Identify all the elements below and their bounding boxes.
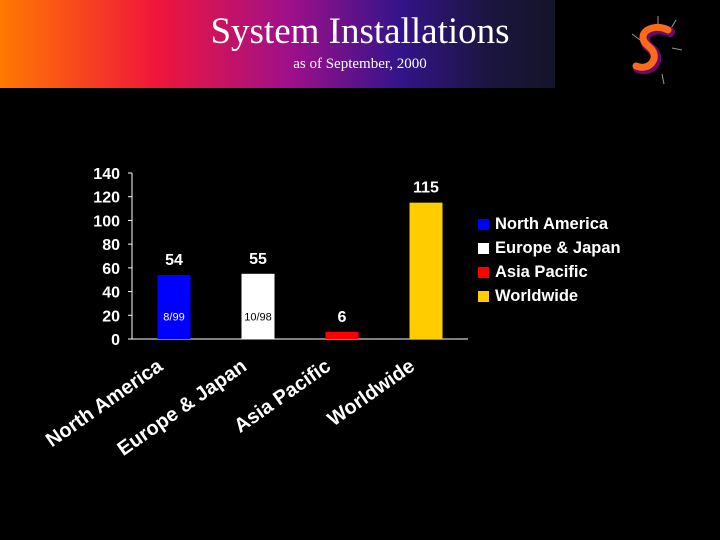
x-tick-label: Worldwide bbox=[324, 355, 419, 431]
legend-item-europe-japan: Europe & Japan bbox=[478, 236, 621, 260]
page-subtitle: as of September, 2000 bbox=[293, 56, 427, 72]
bar-value-label: 55 bbox=[249, 251, 267, 268]
bar bbox=[325, 331, 359, 339]
y-tick-label: 40 bbox=[102, 285, 120, 302]
y-tick-label: 80 bbox=[102, 237, 120, 254]
y-tick-label: 60 bbox=[102, 261, 120, 278]
legend-item-worldwide: Worldwide bbox=[478, 284, 621, 308]
bar bbox=[241, 273, 275, 339]
y-axis-ticks: 0 20 40 60 80 100 120 140 bbox=[93, 166, 132, 349]
bar bbox=[409, 202, 443, 339]
legend-swatch bbox=[478, 266, 489, 278]
bars: 54 8/99 55 10/98 6 115 bbox=[157, 180, 443, 339]
bar-value-label: 6 bbox=[338, 309, 347, 326]
s-logo-icon bbox=[631, 16, 683, 85]
legend-swatch bbox=[478, 242, 489, 254]
bar-inner-label: 10/98 bbox=[244, 311, 272, 323]
bar bbox=[157, 274, 191, 339]
legend-swatch bbox=[478, 218, 489, 230]
chart-legend: North America Europe & Japan Asia Pacifi… bbox=[478, 212, 621, 308]
y-tick-label: 0 bbox=[111, 332, 120, 349]
legend-label: Europe & Japan bbox=[495, 238, 621, 257]
bar-value-label: 115 bbox=[413, 180, 439, 197]
bar-inner-label: 8/99 bbox=[163, 311, 184, 323]
legend-item-asia-pacific: Asia Pacific bbox=[478, 260, 621, 284]
y-tick-label: 140 bbox=[93, 166, 120, 183]
legend-item-north-america: North America bbox=[478, 212, 621, 236]
y-tick-label: 100 bbox=[93, 213, 120, 230]
bar-value-label: 54 bbox=[165, 252, 183, 269]
title-banner bbox=[0, 0, 555, 88]
y-tick-label: 20 bbox=[102, 308, 120, 325]
legend-label: Asia Pacific bbox=[495, 262, 588, 281]
legend-swatch bbox=[478, 290, 489, 302]
y-tick-label: 120 bbox=[93, 190, 120, 207]
legend-label: Worldwide bbox=[495, 286, 579, 305]
legend-label: North America bbox=[495, 214, 609, 233]
page-title: System Installations bbox=[210, 11, 510, 52]
